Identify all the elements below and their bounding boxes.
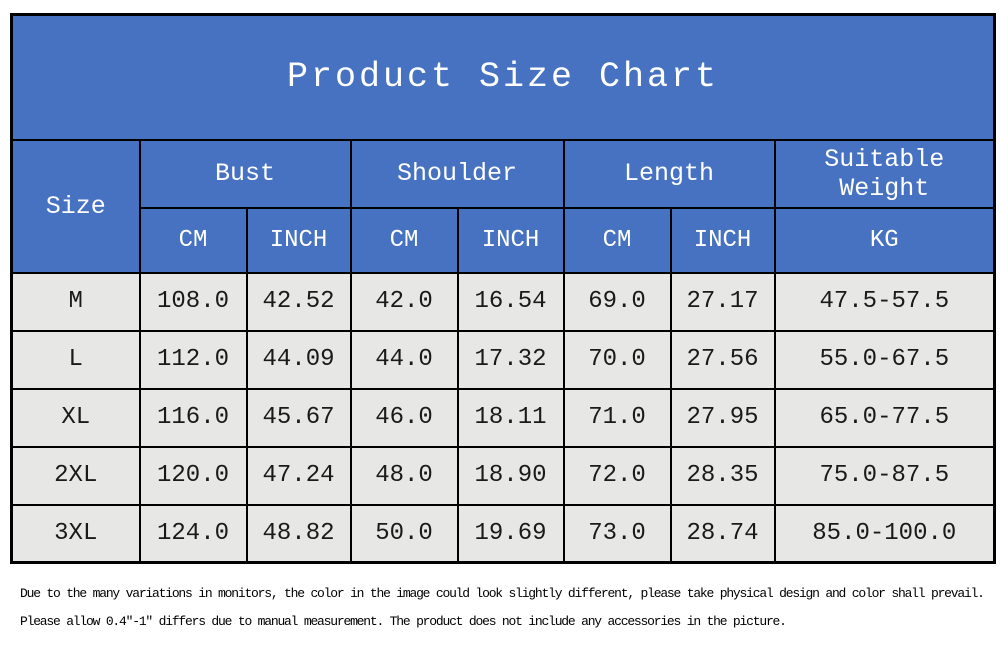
column-group-header-row: Size Bust Shoulder Length Suitable Weigh… [10,138,996,274]
cell-shoulder-cm: 44.0 [349,329,459,390]
cell-weight-kg: 75.0-87.5 [773,445,996,506]
unit-header-length-cm: CM [562,206,672,274]
unit-header-shoulder-cm: CM [349,206,459,274]
disclaimer-note-1: Due to the many variations in monitors, … [20,586,985,601]
cell-length-cm: 73.0 [562,503,672,564]
cell-bust-cm: 112.0 [138,329,248,390]
cell-length-inch: 28.35 [669,445,776,506]
cell-bust-cm: 120.0 [138,445,248,506]
table-row-3xl: 3XL 124.0 48.82 50.0 19.69 73.0 28.74 85… [10,503,996,564]
column-header-length: Length [562,138,776,209]
cell-size: 2XL [10,445,141,506]
cell-bust-inch: 47.24 [245,445,352,506]
cell-bust-cm: 108.0 [138,271,248,332]
cell-size: M [10,271,141,332]
column-header-size: Size [10,138,141,274]
cell-bust-inch: 48.82 [245,503,352,564]
column-header-shoulder: Shoulder [349,138,565,209]
cell-weight-kg: 65.0-77.5 [773,387,996,448]
cell-bust-inch: 44.09 [245,329,352,390]
table-row-l: L 112.0 44.09 44.0 17.32 70.0 27.56 55.0… [10,329,996,390]
disclaimer-notes: Due to the many variations in monitors, … [20,580,995,636]
cell-shoulder-cm: 46.0 [349,387,459,448]
table-row-m: M 108.0 42.52 42.0 16.54 69.0 27.17 47.5… [10,271,996,332]
cell-shoulder-cm: 50.0 [349,503,459,564]
cell-length-cm: 71.0 [562,387,672,448]
cell-length-inch: 28.74 [669,503,776,564]
cell-weight-kg: 47.5-57.5 [773,271,996,332]
cell-length-inch: 27.17 [669,271,776,332]
cell-size: XL [10,387,141,448]
column-header-suitable-weight: Suitable Weight [773,138,996,209]
cell-shoulder-inch: 17.32 [456,329,565,390]
cell-size: L [10,329,141,390]
product-size-chart-table: Product Size Chart Size Bust Shoulder Le… [10,13,997,564]
unit-header-row: CM INCH CM INCH CM INCH KG [12,206,996,274]
cell-length-cm: 72.0 [562,445,672,506]
cell-size: 3XL [10,503,141,564]
unit-header-shoulder-inch: INCH [456,206,565,274]
cell-shoulder-inch: 16.54 [456,271,565,332]
unit-header-bust-inch: INCH [245,206,352,274]
cell-bust-inch: 45.67 [245,387,352,448]
cell-length-cm: 70.0 [562,329,672,390]
cell-length-cm: 69.0 [562,271,672,332]
cell-shoulder-cm: 48.0 [349,445,459,506]
cell-weight-kg: 85.0-100.0 [773,503,996,564]
cell-weight-kg: 55.0-67.5 [773,329,996,390]
table-row-xl: XL 116.0 45.67 46.0 18.11 71.0 27.95 65.… [10,387,996,448]
disclaimer-note-2: Please allow 0.4"-1" differs due to manu… [20,614,787,629]
cell-shoulder-cm: 42.0 [349,271,459,332]
cell-length-inch: 27.56 [669,329,776,390]
cell-bust-inch: 42.52 [245,271,352,332]
cell-bust-cm: 124.0 [138,503,248,564]
unit-header-bust-cm: CM [138,206,248,274]
column-header-bust: Bust [138,138,352,209]
cell-shoulder-inch: 18.11 [456,387,565,448]
cell-length-inch: 27.95 [669,387,776,448]
cell-shoulder-inch: 18.90 [456,445,565,506]
unit-header-length-inch: INCH [669,206,776,274]
cell-bust-cm: 116.0 [138,387,248,448]
unit-header-weight-kg: KG [773,206,996,274]
table-row-2xl: 2XL 120.0 47.24 48.0 18.90 72.0 28.35 75… [10,445,996,506]
cell-shoulder-inch: 19.69 [456,503,565,564]
table-title: Product Size Chart [10,13,996,141]
title-row: Product Size Chart [10,13,996,141]
